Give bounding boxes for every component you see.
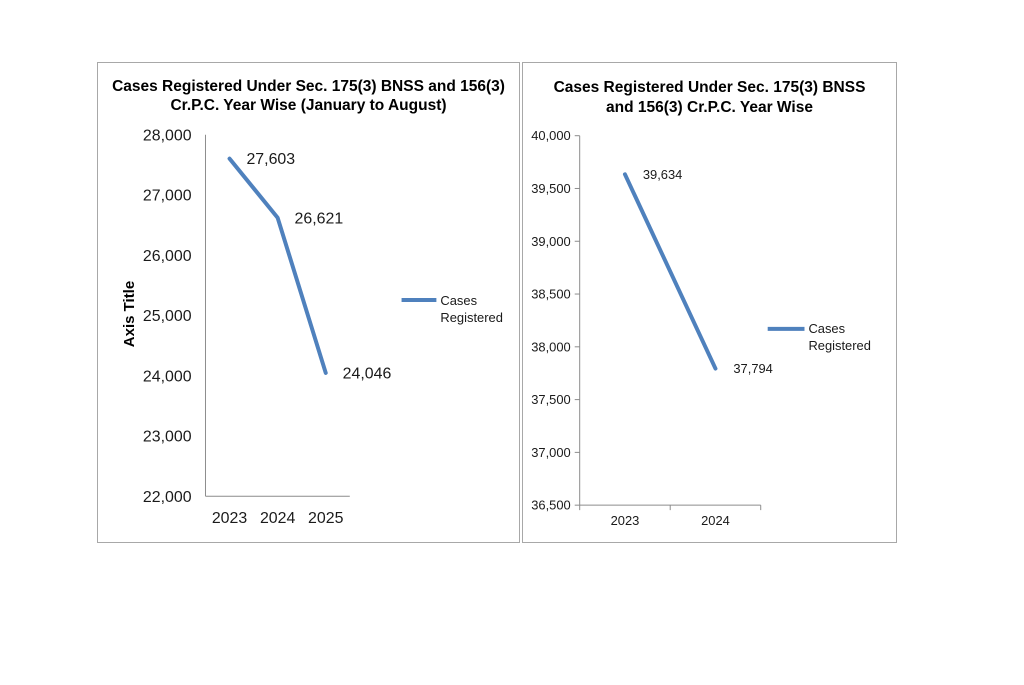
series-line [227,156,328,375]
y-tick-label: 38,000 [531,339,571,354]
legend-label: Cases [808,321,845,336]
x-tick-label: 2023 [212,510,248,527]
x-tick-label: 2025 [308,510,344,527]
chart-title-line: Cases Registered Under Sec. 175(3) BNSS … [112,78,505,95]
data-label: 26,621 [295,210,344,227]
data-label: 37,794 [733,361,773,376]
chart-title-1: Cases Registered Under Sec. 175(3) BNSS … [98,63,519,115]
chart-title-line: Cr.P.C. Year Wise (January to August) [170,97,447,114]
y-tick-label: 39,000 [531,234,571,249]
legend-label: Registered [808,338,870,353]
y-tick-label: 25,000 [143,308,192,325]
data-label: 24,046 [343,365,392,382]
y-tick-label: 23,000 [143,429,192,446]
y-tick-label: 40,000 [531,128,571,143]
series-line [622,172,718,371]
y-tick-label: 26,000 [143,248,192,265]
chart-panel-2: 36,500 37,000 37,500 38,000 38,500 39,000 39,5… [522,62,897,543]
y-tick-label: 27,000 [143,188,192,205]
line-chart-1: 22,000 23,000 24,000 25,000 26,000 27,000 28,0… [143,127,503,527]
y-tick-label: 28,000 [143,127,192,144]
chart-title-2: Cases Registered Under Sec. 175(3) BNSS … [523,63,896,118]
x-tick-label: 2023 [611,513,640,528]
y-tick-label: 38,500 [531,287,571,302]
chart-title-line: and 156(3) Cr.P.C. Year Wise [606,99,813,116]
legend-label: Cases [440,293,477,308]
y-tick-label: 37,000 [531,445,571,460]
y-tick-label: 36,500 [531,498,571,513]
y-tick-label: 39,500 [531,181,571,196]
y-axis-title: Axis Title [121,280,138,348]
chart-title-line: Cases Registered Under Sec. 175(3) BNSS [553,79,866,96]
x-tick-label: 2024 [701,513,730,528]
line-chart-2: 36,500 37,000 37,500 38,000 38,500 39,000 39,5… [531,128,871,528]
legend-label: Registered [440,310,503,325]
data-label: 39,634 [643,167,683,182]
x-tick-label: 2024 [260,510,296,527]
y-tick-label: 37,500 [531,392,571,407]
y-tick-label: 24,000 [143,368,192,385]
chart-panel-1: 22,000 23,000 24,000 25,000 26,000 27,000 28,0… [97,62,520,543]
y-tick-label: 22,000 [143,489,192,506]
data-label: 27,603 [246,151,295,168]
